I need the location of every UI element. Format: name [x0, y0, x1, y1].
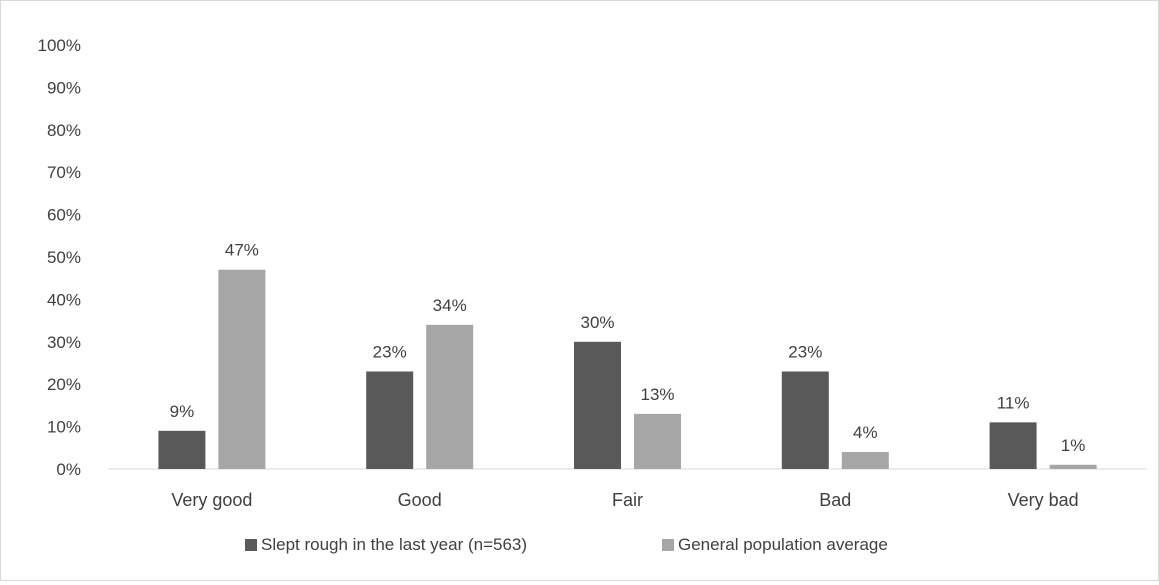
y-tick-label: 70%: [47, 163, 81, 182]
y-tick-label: 0%: [56, 460, 81, 479]
data-label: 4%: [853, 423, 878, 442]
x-tick-label: Bad: [819, 490, 851, 510]
legend-general-population-swatch: [662, 539, 674, 551]
y-tick-label: 50%: [47, 248, 81, 267]
data-label: 23%: [373, 342, 407, 361]
legend-general-population-label: General population average: [678, 535, 888, 554]
x-tick-label: Very good: [171, 490, 252, 510]
data-label: 11%: [997, 393, 1030, 412]
x-tick-label: Fair: [612, 490, 643, 510]
y-tick-label: 10%: [47, 418, 81, 437]
bar-general-population: [1049, 464, 1097, 469]
data-label: 9%: [170, 402, 195, 421]
bar-slept-rough: [989, 422, 1037, 469]
bar-slept-rough: [781, 371, 829, 469]
y-tick-label: 30%: [47, 333, 81, 352]
data-label: 23%: [788, 342, 822, 361]
data-label: 30%: [580, 313, 614, 332]
y-tick-label: 100%: [38, 36, 81, 55]
data-label: 34%: [433, 296, 467, 315]
data-label: 1%: [1061, 436, 1086, 455]
x-tick-label: Good: [398, 490, 442, 510]
y-tick-label: 60%: [47, 206, 81, 225]
bar-general-population: [218, 269, 266, 469]
bar-slept-rough: [366, 371, 414, 469]
x-tick-label: Very bad: [1008, 490, 1079, 510]
bar-general-population: [841, 452, 889, 469]
y-tick-label: 40%: [47, 290, 81, 309]
y-tick-label: 20%: [47, 375, 81, 394]
bar-slept-rough: [574, 341, 621, 469]
data-label: 13%: [640, 385, 674, 404]
bar-general-population: [634, 413, 681, 469]
y-tick-label: 90%: [47, 78, 81, 97]
legend-slept-rough-label: Slept rough in the last year (n=563): [261, 535, 527, 554]
data-label: 47%: [225, 241, 259, 260]
legend-slept-rough-swatch: [245, 539, 257, 551]
bar-slept-rough: [158, 430, 206, 469]
bar-general-population: [426, 324, 474, 469]
y-tick-label: 80%: [47, 121, 81, 140]
